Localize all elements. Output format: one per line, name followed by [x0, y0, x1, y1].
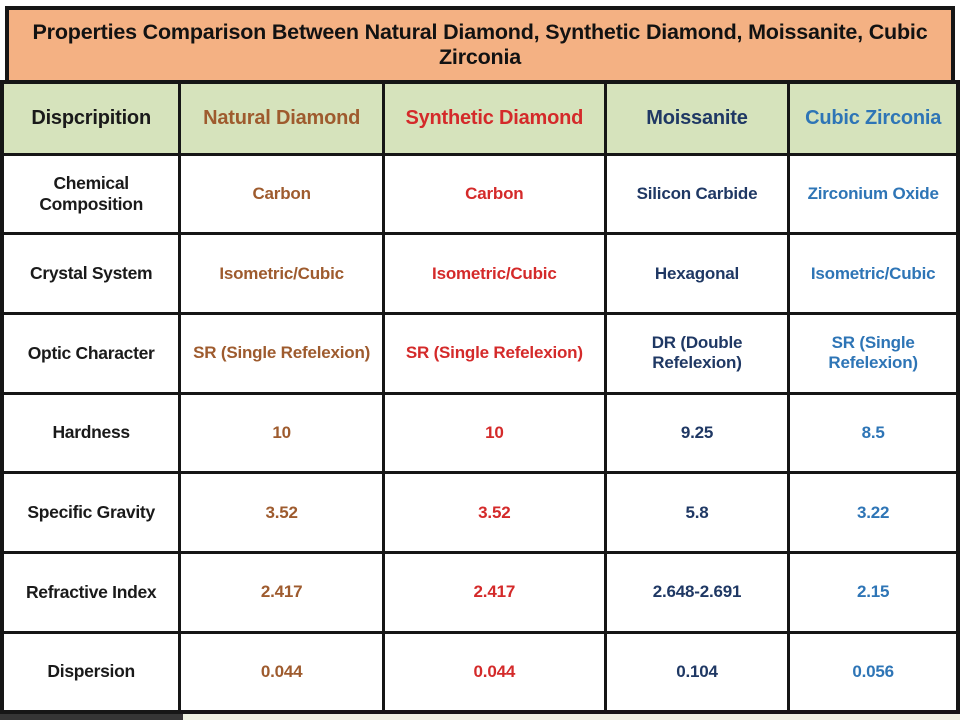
- title-bar: Properties Comparison Between Natural Di…: [5, 6, 955, 80]
- value-cell: SR (Single Refelexion): [178, 311, 385, 395]
- value-cell: 9.25: [603, 391, 791, 475]
- value-cell: Isometric/Cubic: [178, 232, 385, 315]
- value-cell: Isometric/Cubic: [787, 232, 960, 315]
- column-header-2: Synthetic Diamond: [381, 80, 607, 156]
- row-label: Refractive Index: [0, 551, 182, 634]
- row-label: Hardness: [0, 391, 182, 475]
- value-cell: DR (Double Refelexion): [603, 311, 791, 395]
- row-label: Dispersion: [0, 630, 182, 714]
- value-cell: 5.8: [603, 471, 791, 555]
- bottom-strip-right: [183, 714, 960, 720]
- table-row: Optic Character SR (Single Refelexion) SR …: [0, 311, 960, 395]
- value-cell: Zirconium Oxide: [787, 152, 960, 236]
- value-cell: Isometric/Cubic: [381, 232, 607, 315]
- header-row: Dispcripition Natural Diamond Synthetic Di…: [0, 80, 960, 156]
- row-label: Chemical Composition: [0, 152, 182, 236]
- value-cell: SR (Single Refelexion): [381, 311, 607, 395]
- table-row: Hardness 10 10 9.25 8.5: [0, 391, 960, 475]
- row-label: Optic Character: [0, 311, 182, 395]
- value-cell: 3.22: [787, 471, 960, 555]
- table-row: Dispersion 0.044 0.044 0.104 0.056: [0, 630, 960, 714]
- bottom-strip-left: [0, 714, 183, 720]
- value-cell: Silicon Carbide: [603, 152, 791, 236]
- column-header-1: Natural Diamond: [178, 80, 385, 156]
- value-cell: Carbon: [178, 152, 385, 236]
- value-cell: 10: [178, 391, 385, 475]
- value-cell: 3.52: [381, 471, 607, 555]
- value-cell: 8.5: [787, 391, 960, 475]
- row-label: Crystal System: [0, 232, 182, 315]
- value-cell: SR (Single Refelexion): [787, 311, 960, 395]
- value-cell: 2.417: [381, 551, 607, 634]
- value-cell: 0.056: [787, 630, 960, 714]
- column-header-0: Dispcripition: [0, 80, 182, 156]
- value-cell: 10: [381, 391, 607, 475]
- table-row: Refractive Index 2.417 2.417 2.648-2.691 2.1…: [0, 551, 960, 634]
- table-row: Specific Gravity 3.52 3.52 5.8 3.22: [0, 471, 960, 555]
- value-cell: 2.417: [178, 551, 385, 634]
- value-cell: 0.044: [178, 630, 385, 714]
- value-cell: Hexagonal: [603, 232, 791, 315]
- comparison-table: Dispcripition Natural Diamond Synthetic Di…: [0, 80, 960, 714]
- value-cell: 2.15: [787, 551, 960, 634]
- row-label: Specific Gravity: [0, 471, 182, 555]
- value-cell: Carbon: [381, 152, 607, 236]
- table-row: Chemical Composition Carbon Carbon Silicon …: [0, 152, 960, 236]
- value-cell: 0.104: [603, 630, 791, 714]
- value-cell: 3.52: [178, 471, 385, 555]
- value-cell: 2.648-2.691: [603, 551, 791, 634]
- value-cell: 0.044: [381, 630, 607, 714]
- page-title: Properties Comparison Between Natural Di…: [32, 20, 928, 69]
- bottom-strip: [0, 714, 960, 720]
- column-header-4: Cubic Zirconia: [787, 80, 960, 156]
- column-header-3: Moissanite: [603, 80, 791, 156]
- table-row: Crystal System Isometric/Cubic Isometric/C…: [0, 232, 960, 315]
